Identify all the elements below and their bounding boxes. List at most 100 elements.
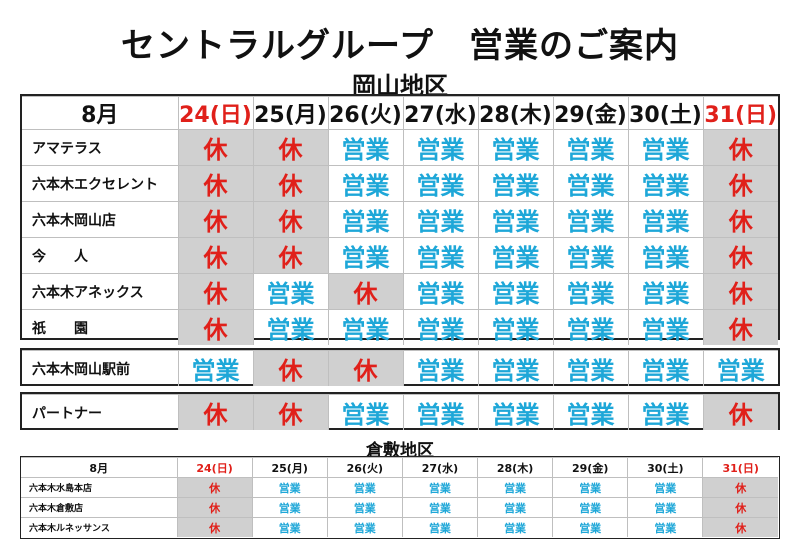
status-closed: 休 [702, 477, 778, 499]
status-closed: 休 [252, 129, 329, 166]
status-closed: 休 [702, 165, 778, 202]
status-closed: 休 [177, 237, 254, 274]
status-open: 営業 [401, 497, 479, 519]
day-header: 31(日) [702, 96, 778, 130]
day-header: 24(日) [176, 456, 253, 479]
status-closed: 休 [176, 477, 253, 499]
status-open: 営業 [477, 165, 554, 202]
status-closed: 休 [702, 309, 778, 345]
shop-name: アマテラス [22, 129, 179, 166]
status-open: 営業 [327, 129, 404, 166]
status-closed: 休 [702, 394, 778, 430]
day-header: 30(土) [627, 456, 704, 479]
shop-row: 六本木水島本店休営業 営業 営業 営業 営業 営業休 [21, 477, 778, 499]
day-header: 24(日) [177, 96, 254, 130]
status-open: 営業 [402, 237, 479, 274]
status-open: 営業 [477, 350, 554, 386]
header-row: 8月 24(日) 25(月) 26(火) 27(水) 28(木) 29(金) 30(土) 31(… [22, 96, 778, 130]
status-open: 営業 [552, 129, 629, 166]
status-closed: 休 [176, 497, 253, 519]
status-open: 営業 [627, 350, 704, 386]
status-open: 営業 [552, 201, 629, 238]
status-closed: 休 [252, 350, 329, 386]
status-open: 営業 [177, 350, 254, 386]
status-open: 営業 [402, 273, 479, 310]
status-open: 営業 [326, 517, 403, 537]
day-header: 30(土) [627, 96, 704, 130]
day-header: 26(火) [327, 96, 404, 130]
shop-row: 六本木アネックス休営業休営業 営業 営業 営業休 [22, 273, 778, 310]
status-closed: 休 [702, 237, 778, 274]
status-open: 営業 [402, 309, 479, 345]
status-closed: 休 [702, 273, 778, 310]
status-closed: 休 [252, 394, 329, 430]
status-open: 営業 [476, 497, 554, 519]
status-open: 営業 [627, 273, 704, 310]
kurashiki-schedule-table: 8月 24(日) 25(月) 26(火) 27(水) 28(木) 29(金) 30(土) 31(… [21, 456, 778, 537]
status-closed: 休 [177, 165, 254, 202]
shop-name: パートナー [22, 394, 179, 430]
station-schedule-frame: 六本木岡山駅前 営業休休営業 営業 営業 営業 営業 [20, 348, 780, 386]
status-open: 営業 [477, 201, 554, 238]
status-open: 営業 [327, 237, 404, 274]
day-header: 28(木) [477, 96, 554, 130]
status-open: 営業 [327, 309, 404, 345]
day-header: 25(月) [252, 96, 329, 130]
status-open: 営業 [402, 350, 479, 386]
status-open: 営業 [327, 165, 404, 202]
status-open: 営業 [627, 201, 704, 238]
status-closed: 休 [702, 129, 778, 166]
shop-row: アマテラス休休営業 営業 営業 営業 営業休 [22, 129, 778, 166]
shop-name: 六本木岡山駅前 [22, 350, 179, 386]
status-open: 営業 [552, 309, 629, 345]
day-header: 29(金) [552, 96, 629, 130]
status-closed: 休 [177, 201, 254, 238]
shop-name: 祇 園 [22, 309, 179, 345]
status-open: 営業 [401, 517, 479, 537]
status-open: 営業 [252, 309, 329, 345]
partner-schedule-table: パートナー休休営業 営業 営業 営業 営業休 [22, 394, 778, 430]
status-closed: 休 [327, 273, 404, 310]
status-closed: 休 [252, 237, 329, 274]
status-open: 営業 [627, 497, 704, 519]
shop-name: 六本木エクセレント [22, 165, 179, 202]
status-open: 営業 [552, 394, 629, 430]
status-open: 営業 [477, 129, 554, 166]
okayama-schedule-frame: 8月 24(日) 25(月) 26(火) 27(水) 28(木) 29(金) 30(土) 31(… [20, 94, 780, 345]
okayama-schedule-table: 8月 24(日) 25(月) 26(火) 27(水) 28(木) 29(金) 30(土) 31(… [22, 96, 778, 345]
status-closed: 休 [702, 497, 778, 519]
status-closed: 休 [177, 309, 254, 345]
status-open: 営業 [627, 309, 704, 345]
status-open: 営業 [552, 497, 629, 519]
status-closed: 休 [177, 129, 254, 166]
status-open: 営業 [552, 165, 629, 202]
status-open: 営業 [627, 477, 704, 499]
status-open: 営業 [552, 477, 629, 499]
status-open: 営業 [477, 309, 554, 345]
status-open: 営業 [476, 477, 554, 499]
status-closed: 休 [252, 201, 329, 238]
shop-name: 六本木ルネッサンス [21, 517, 178, 537]
status-open: 営業 [402, 165, 479, 202]
status-open: 営業 [476, 517, 554, 537]
shop-row: 六本木ルネッサンス休営業 営業 営業 営業 営業 営業休 [21, 517, 778, 537]
status-closed: 休 [176, 517, 253, 537]
status-open: 営業 [477, 237, 554, 274]
status-closed: 休 [177, 394, 254, 430]
header-row: 8月 24(日) 25(月) 26(火) 27(水) 28(木) 29(金) 30(土) 31(… [21, 456, 778, 479]
day-header: 28(木) [476, 456, 554, 479]
status-closed: 休 [327, 350, 404, 386]
status-closed: 休 [702, 201, 778, 238]
status-closed: 休 [177, 273, 254, 310]
status-open: 営業 [326, 497, 403, 519]
shop-row: 六本木エクセレント休休営業 営業 営業 営業 営業休 [22, 165, 778, 202]
status-closed: 休 [252, 165, 329, 202]
day-header: 27(水) [402, 96, 479, 130]
shop-row: 六本木岡山駅前 営業休休営業 営業 営業 営業 営業 [22, 350, 778, 386]
status-open: 営業 [402, 394, 479, 430]
status-open: 営業 [327, 201, 404, 238]
shop-name: 六本木水島本店 [21, 477, 178, 499]
shop-name: 六本木倉敷店 [21, 497, 178, 519]
status-open: 営業 [402, 129, 479, 166]
shop-row: パートナー休休営業 営業 営業 営業 営業休 [22, 394, 778, 430]
